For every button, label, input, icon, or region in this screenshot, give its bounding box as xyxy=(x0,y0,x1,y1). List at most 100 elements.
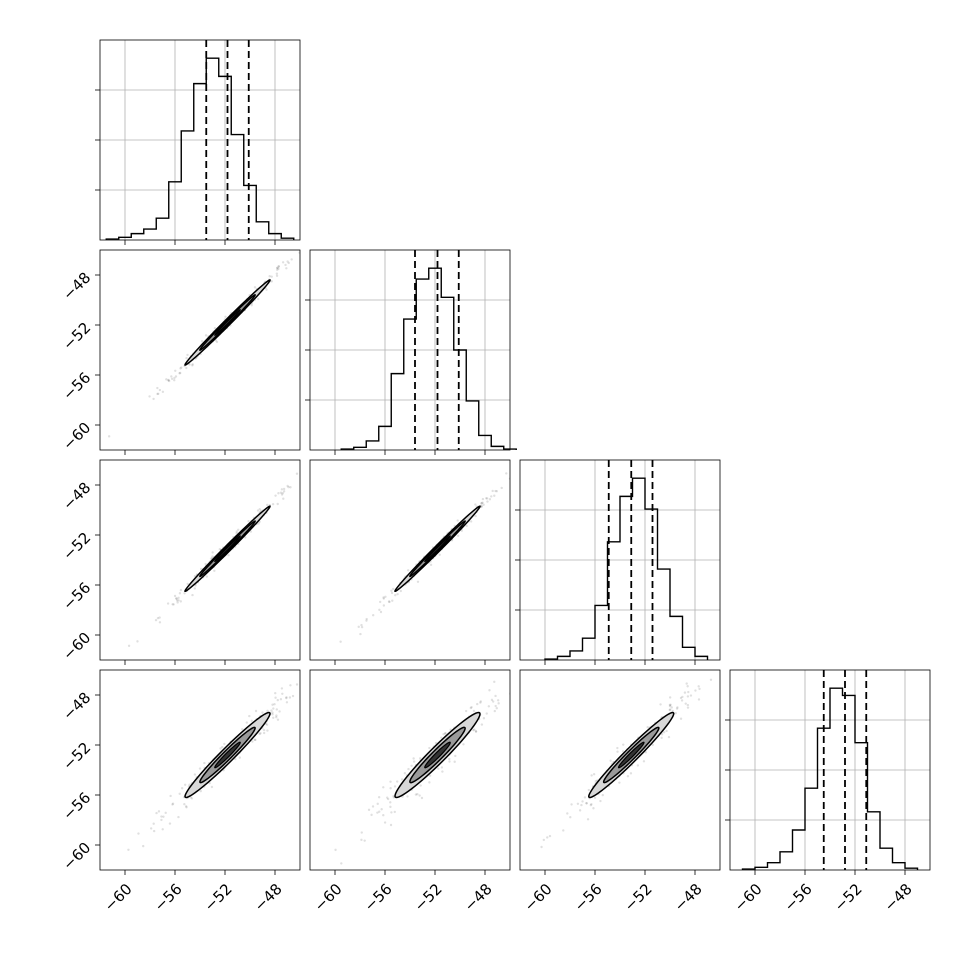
sample-point xyxy=(616,750,619,753)
sample-point xyxy=(158,616,161,619)
sample-point xyxy=(429,563,433,567)
sample-point xyxy=(209,557,213,560)
sample-point xyxy=(454,754,457,758)
sample-point xyxy=(444,731,447,735)
x-tick-label: −56 xyxy=(781,880,816,915)
sample-point xyxy=(485,497,489,500)
sample-point xyxy=(391,599,394,602)
sample-point xyxy=(472,728,475,732)
sample-point xyxy=(698,687,701,691)
sample-point xyxy=(177,599,180,602)
sample-point xyxy=(616,746,619,750)
sample-point xyxy=(697,685,700,688)
x-tick-label: −48 xyxy=(881,880,916,915)
sample-point xyxy=(622,743,625,746)
sample-point xyxy=(271,713,274,716)
sample-point xyxy=(667,735,671,739)
sample-point xyxy=(172,603,175,606)
axes-frame-0-0 xyxy=(99,39,301,241)
sample-point xyxy=(286,484,289,488)
sample-point xyxy=(681,695,684,699)
sample-point xyxy=(282,487,286,491)
x-tick-label: −60 xyxy=(101,880,136,915)
sample-point xyxy=(406,569,410,572)
sample-point xyxy=(266,729,269,732)
sample-point xyxy=(167,378,170,382)
sample-point xyxy=(193,587,196,590)
sample-point xyxy=(434,741,438,745)
sample-point xyxy=(544,438,546,440)
sample-point xyxy=(493,709,496,713)
sample-point xyxy=(285,696,288,699)
sample-point xyxy=(213,569,216,572)
sample-point xyxy=(383,821,387,824)
sample-point xyxy=(179,367,182,370)
sample-point xyxy=(245,721,249,724)
sample-point xyxy=(171,802,175,805)
sample-point xyxy=(662,731,666,734)
sample-point xyxy=(403,772,407,775)
sample-point xyxy=(268,274,271,278)
sample-point xyxy=(497,702,500,705)
sample-point xyxy=(599,799,602,803)
sample-point xyxy=(618,781,621,784)
sample-point xyxy=(279,698,283,701)
sample-point xyxy=(583,796,587,799)
sample-point xyxy=(494,489,497,493)
sample-point xyxy=(204,562,207,566)
sample-point xyxy=(248,714,251,718)
sample-point xyxy=(191,363,194,366)
sample-point xyxy=(464,709,468,713)
sample-point xyxy=(668,703,672,707)
x-tick-label: −52 xyxy=(201,880,236,915)
sample-point xyxy=(365,619,368,622)
contour-inner xyxy=(214,535,241,563)
sample-point xyxy=(387,600,391,603)
sample-point xyxy=(291,694,295,698)
sample-point xyxy=(470,706,473,709)
sample-point xyxy=(199,789,202,793)
sample-point xyxy=(474,503,477,506)
sample-point xyxy=(184,805,188,808)
sample-point xyxy=(382,596,385,599)
sample-point xyxy=(378,600,382,604)
sample-point xyxy=(265,723,269,726)
sample-point xyxy=(272,716,275,719)
sample-point xyxy=(410,764,413,767)
sample-point xyxy=(156,392,159,396)
sample-point xyxy=(161,828,164,831)
sample-point xyxy=(674,711,677,715)
sample-point xyxy=(414,793,418,796)
sample-point xyxy=(360,623,363,627)
sample-point xyxy=(578,809,582,812)
x-tick-label: −52 xyxy=(621,880,656,915)
sample-point xyxy=(585,801,588,805)
axes-frame-2-2 xyxy=(519,459,721,661)
sample-point xyxy=(474,730,478,733)
axes-frame-3-0 xyxy=(99,669,301,871)
sample-point xyxy=(175,597,178,600)
sample-point xyxy=(218,548,221,551)
sample-point xyxy=(261,711,264,714)
sample-point xyxy=(393,785,397,788)
sample-point xyxy=(686,685,689,688)
sample-point xyxy=(257,522,260,525)
sample-point xyxy=(636,764,640,767)
sample-point xyxy=(302,672,304,674)
sample-point xyxy=(378,810,381,813)
sample-point xyxy=(340,862,343,865)
sample-point xyxy=(161,390,165,394)
sample-point xyxy=(244,536,247,539)
sample-point xyxy=(168,822,172,825)
sample-point xyxy=(175,599,179,602)
sample-point xyxy=(668,704,672,708)
sample-point xyxy=(275,274,279,277)
sample-point xyxy=(188,783,191,786)
sample-point xyxy=(390,591,394,595)
axes-frame-3-3 xyxy=(729,669,931,871)
sample-point xyxy=(208,781,211,785)
scatter-panel-3-0 xyxy=(99,669,304,871)
sample-point xyxy=(178,372,181,375)
sample-point xyxy=(469,706,473,710)
sample-point xyxy=(442,732,445,736)
